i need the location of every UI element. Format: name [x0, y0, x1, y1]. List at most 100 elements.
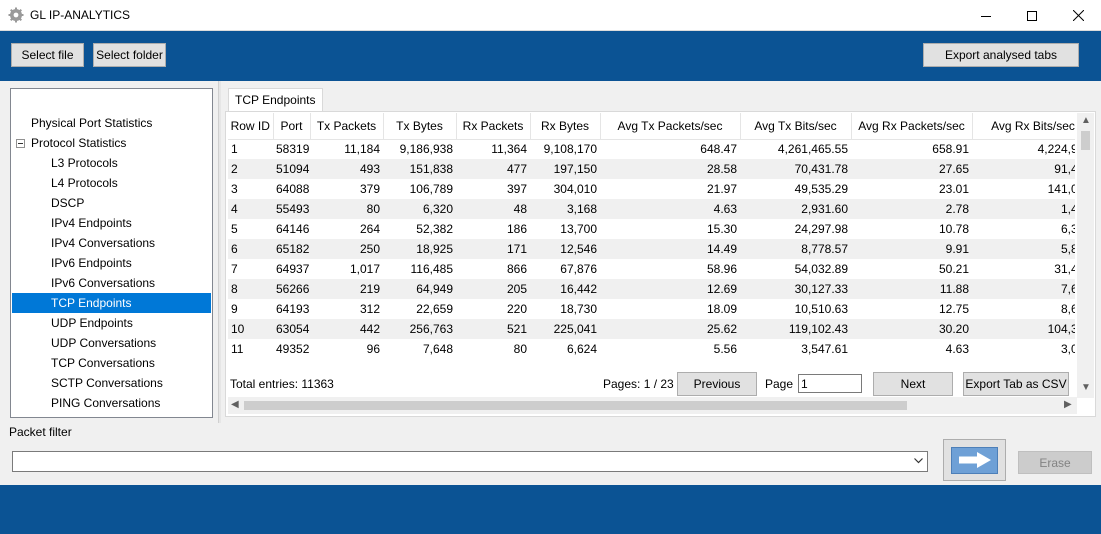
column-header[interactable]: Port: [273, 113, 311, 140]
tree-item-l3-protocols[interactable]: L3 Protocols: [51, 156, 118, 170]
table-cell: 151,838: [383, 159, 456, 179]
packet-filter-area: Packet filter Erase: [0, 423, 1101, 485]
select-file-button[interactable]: Select file: [11, 43, 84, 67]
table-cell: 15.30: [706, 222, 737, 236]
table-cell: 116,485: [410, 262, 454, 276]
scroll-down-icon[interactable]: ▼: [1081, 382, 1091, 393]
table-cell: 4.63: [600, 199, 740, 219]
table-cell: 1,469: [972, 199, 1075, 219]
table-cell: 49352: [276, 342, 310, 356]
export-analysed-tabs-button[interactable]: Export analysed tabs: [923, 43, 1079, 67]
table-row[interactable]: 455493806,320483,1684.632,931.602.781,46…: [228, 199, 1075, 219]
previous-button[interactable]: Previous: [677, 372, 757, 396]
chevron-down-icon[interactable]: [914, 458, 923, 464]
page-label: Page: [765, 377, 794, 391]
table-cell: 28.58: [600, 159, 740, 179]
column-header[interactable]: Row ID: [228, 113, 274, 140]
tab-tcp-endpoints[interactable]: TCP Endpoints: [228, 88, 323, 112]
tree-item-udp-conversations[interactable]: UDP Conversations: [51, 336, 157, 350]
table-cell: 52,382: [416, 222, 453, 236]
total-entries: Total entries: 11363: [230, 377, 334, 391]
vertical-scroll-thumb[interactable]: [1081, 131, 1090, 150]
table-cell: 50.21: [938, 262, 969, 276]
tree-item-sctp-conversations[interactable]: SCTP Conversations: [51, 376, 163, 390]
tree-item-ipv4-endpoints[interactable]: IPv4 Endpoints: [51, 216, 132, 230]
next-button[interactable]: Next: [873, 372, 953, 396]
tree-item-ping-conversations[interactable]: PING Conversations: [51, 396, 161, 410]
table-cell: 7,648: [422, 342, 453, 356]
tree-item-l4-protocols[interactable]: L4 Protocols: [51, 176, 118, 190]
table-cell: 264: [359, 222, 380, 236]
minimize-icon: [981, 15, 991, 17]
tree-item-protocol-statistics[interactable]: Protocol Statistics: [31, 136, 127, 150]
select-folder-button[interactable]: Select folder: [93, 43, 166, 67]
column-header[interactable]: Avg Rx Bits/sec: [972, 113, 1075, 140]
table-row[interactable]: 11 49352 96 7,648 80 6,624 5.56 3,547.61 4.63 3,0…: [228, 339, 1075, 359]
tree-item-tcp-endpoints[interactable]: TCP Endpoints: [12, 293, 211, 313]
scroll-right-icon[interactable]: ▶: [1064, 399, 1072, 410]
table-cell: 6: [228, 239, 273, 259]
table-row[interactable]: 6 65182 250 18,925 171 12,546 14.49 8,778.57 9.9…: [228, 239, 1075, 259]
table-cell: 64088: [276, 182, 310, 196]
table-cell: 3,547.61: [801, 342, 848, 356]
column-header[interactable]: Rx Packets: [456, 113, 531, 140]
horizontal-scrollbar[interactable]: ◀ ▶: [228, 397, 1077, 414]
table-cell: 65182: [273, 239, 310, 259]
export-tab-csv-button[interactable]: Export Tab as CSV: [963, 372, 1069, 396]
table-cell: 12,546: [530, 239, 600, 259]
scroll-up-icon[interactable]: ▲: [1081, 115, 1091, 126]
table-cell: 6,624: [566, 342, 597, 356]
minimize-button[interactable]: [963, 0, 1009, 31]
panel-splitter[interactable]: [218, 81, 221, 423]
apply-filter-button[interactable]: [943, 439, 1006, 481]
table-row[interactable]: 2 51094 493 151,838 477 197,150 28.58 70,431.78…: [228, 159, 1075, 179]
tree-item-physical-port-statistics[interactable]: Physical Port Statistics: [31, 116, 153, 130]
table-row[interactable]: 5 64146 264 52,382 186 13,700 15.30 24,297.98 10…: [228, 219, 1075, 239]
table-cell: 30,127.33: [740, 279, 851, 299]
table-cell: 12.75: [938, 302, 969, 316]
table-cell: 21.97: [706, 182, 737, 196]
table-row[interactable]: 10 63054 442 256,763 521 225,041 25.62 119,102.…: [228, 319, 1075, 339]
table-cell: 477: [456, 159, 530, 179]
table-cell: 5,819: [972, 239, 1075, 259]
horizontal-scroll-thumb[interactable]: [244, 401, 907, 410]
column-header[interactable]: Avg Tx Packets/sec: [600, 113, 741, 140]
table-cell: 11,184: [344, 142, 380, 157]
table-cell: 10.78: [938, 222, 969, 236]
column-header[interactable]: Avg Rx Packets/sec: [851, 113, 973, 140]
table-cell: 27.65: [851, 159, 972, 179]
page-input[interactable]: [798, 374, 862, 393]
column-header[interactable]: Tx Bytes: [383, 113, 457, 140]
table-cell: 13,700: [560, 222, 597, 236]
collapse-icon[interactable]: [16, 139, 25, 148]
tree-item-tcp-conversations[interactable]: TCP Conversations: [51, 356, 155, 370]
packet-filter-input[interactable]: [12, 451, 928, 472]
erase-button[interactable]: Erase: [1018, 451, 1092, 474]
table-row[interactable]: 3 64088 379 106,789 397 304,010 21.97 49,535.29…: [228, 179, 1075, 199]
table-cell: 18,925: [383, 239, 456, 259]
close-button[interactable]: [1055, 0, 1101, 31]
table-cell: 10,510.63: [794, 302, 848, 316]
table-row[interactable]: 8 56266 219 64,949 205 16,442 12.69 30,127.33 11…: [228, 279, 1075, 299]
arrow-right-icon: [951, 446, 998, 474]
tree-item-ipv6-endpoints[interactable]: IPv6 Endpoints: [51, 256, 132, 270]
table-row[interactable]: 1 58319 11,184 9,186,938 11,364 9,108,170 648.…: [228, 139, 1075, 159]
column-header[interactable]: Rx Bytes: [530, 113, 601, 140]
table-cell: 64,949: [383, 279, 456, 299]
table-row[interactable]: 9 64193 312 22,659 220 18,730 18.09 10,510.63 12…: [228, 299, 1075, 319]
column-header[interactable]: Avg Tx Bits/sec: [740, 113, 852, 140]
table-cell: 7,626: [972, 279, 1075, 299]
tabs-area: TCP Endpoints Row ID Port Tx Packets Tx Byt…: [221, 81, 1101, 423]
maximize-button[interactable]: [1009, 0, 1055, 31]
table-cell: 67,876: [560, 262, 597, 276]
table-cell: 8,778.57: [740, 239, 851, 259]
tree-item-dscp[interactable]: DSCP: [51, 196, 85, 210]
tree-item-udp-endpoints[interactable]: UDP Endpoints: [51, 316, 133, 330]
table-row[interactable]: 7 64937 1,017 116,485 866 67,876 58.96 54,032.8…: [228, 259, 1075, 279]
vertical-scrollbar[interactable]: ▲ ▼: [1077, 113, 1094, 398]
column-header[interactable]: Tx Packets: [310, 113, 384, 140]
window-title: GL IP-ANALYTICS: [30, 8, 131, 22]
tree-item-ipv6-conversations[interactable]: IPv6 Conversations: [51, 276, 156, 290]
scroll-left-icon[interactable]: ◀: [231, 399, 239, 410]
tree-item-ipv4-conversations[interactable]: IPv4 Conversations: [51, 236, 156, 250]
